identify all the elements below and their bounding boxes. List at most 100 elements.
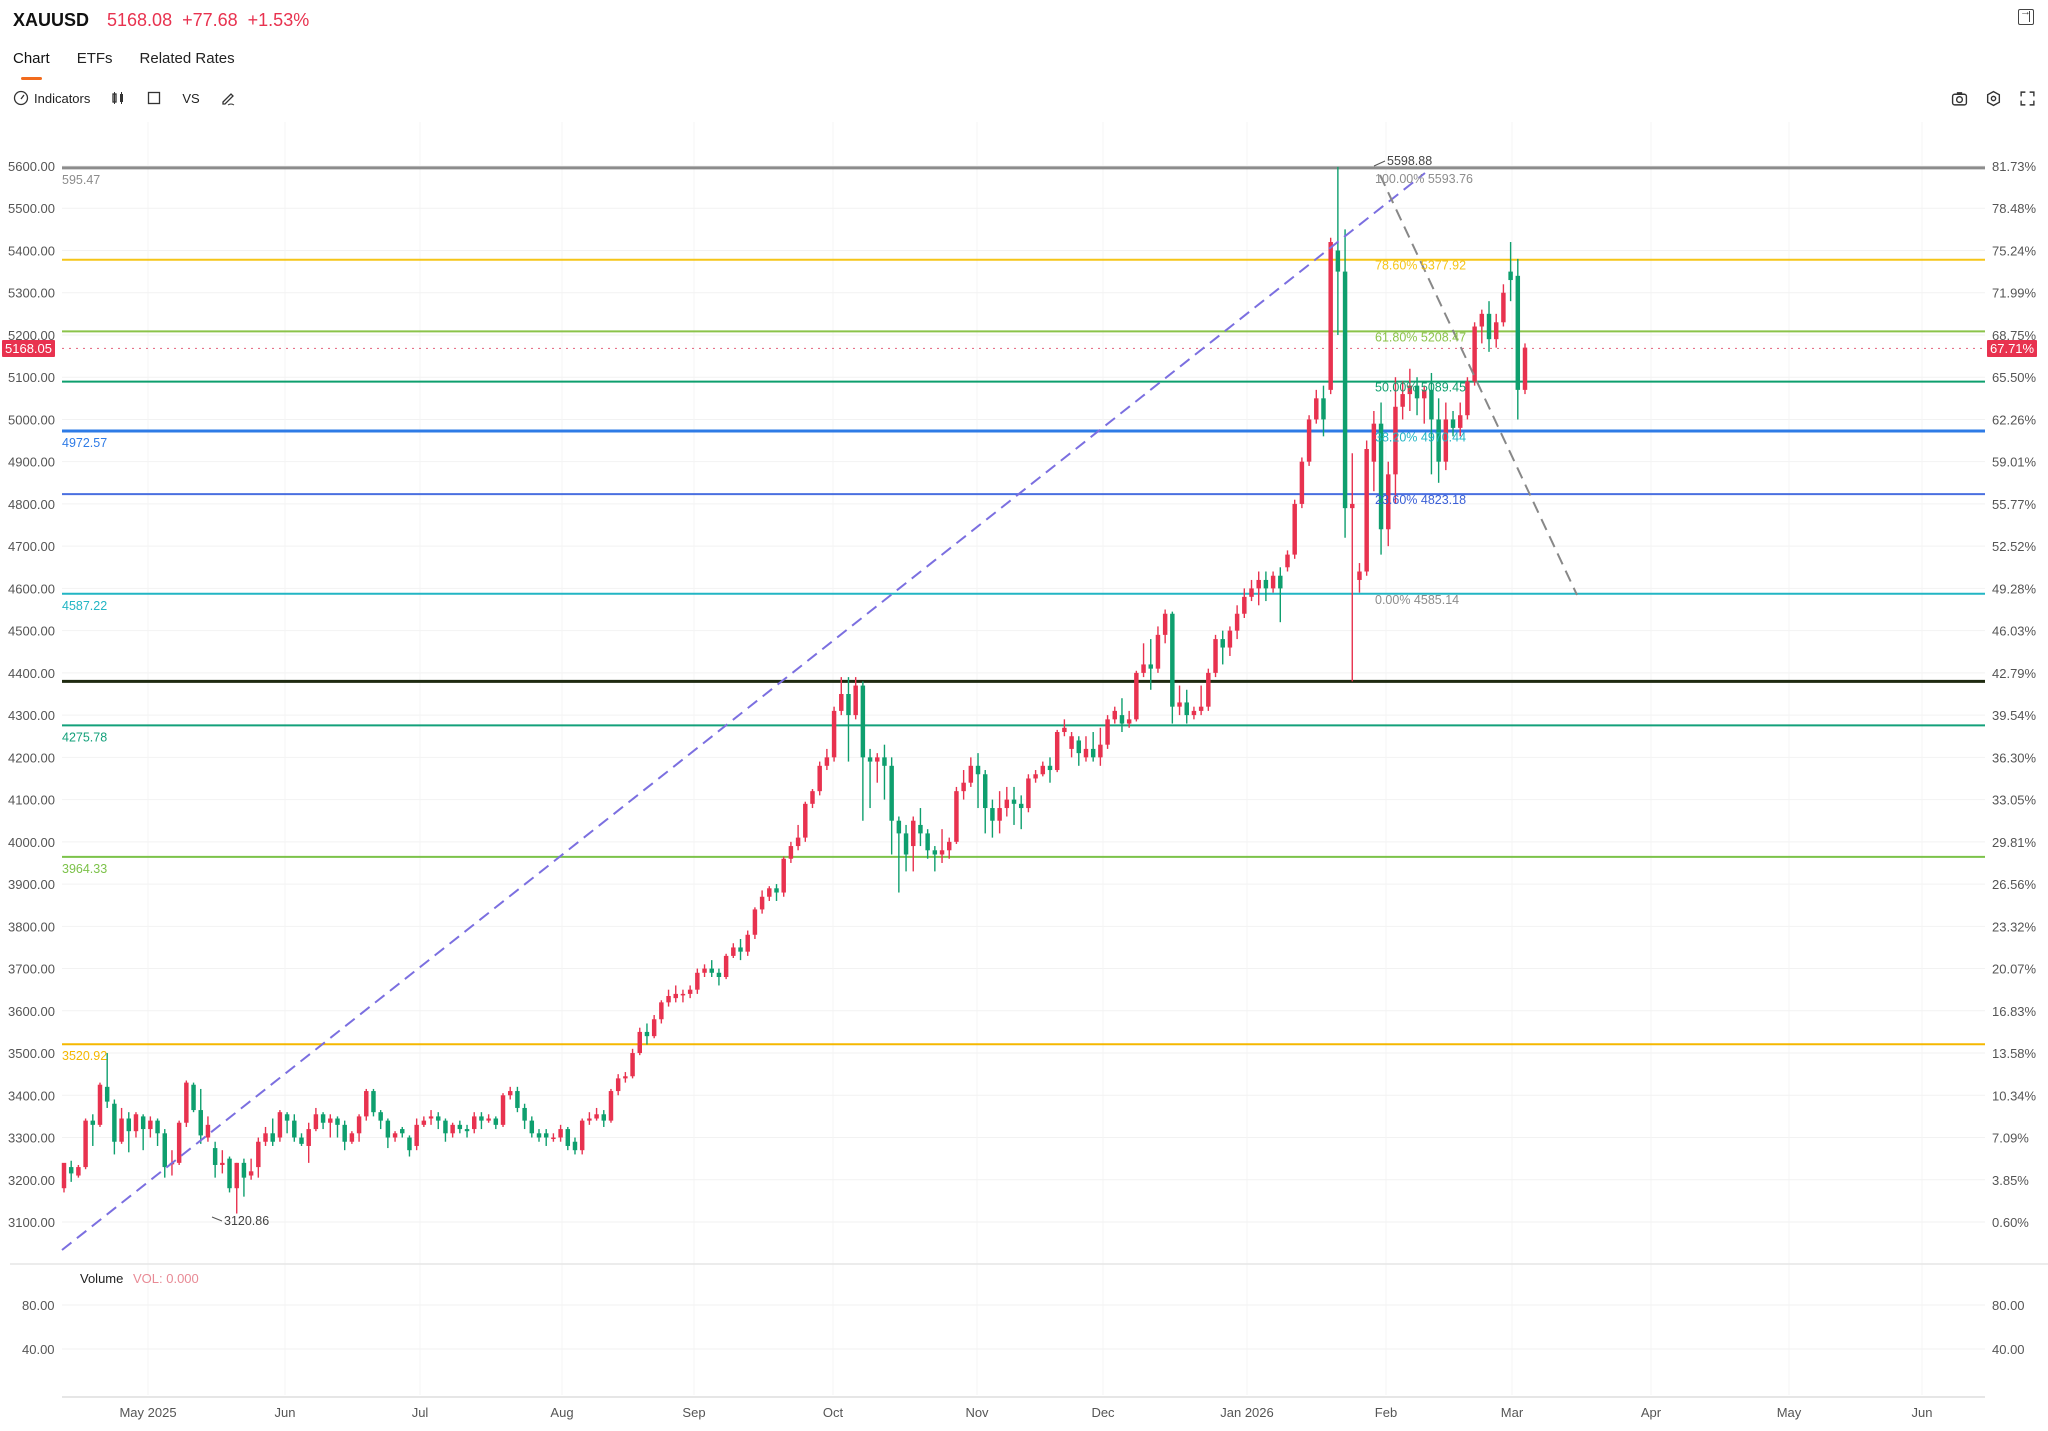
svg-text:3500.00: 3500.00 — [8, 1046, 55, 1061]
svg-text:Aug: Aug — [550, 1405, 573, 1420]
collapse-panel-icon[interactable]: → — [2018, 6, 2034, 25]
svg-text:Jun: Jun — [275, 1405, 296, 1420]
svg-text:65.50%: 65.50% — [1992, 370, 2037, 385]
svg-text:3520.92: 3520.92 — [62, 1049, 107, 1063]
svg-text:4972.57: 4972.57 — [62, 436, 107, 450]
svg-text:13.58%: 13.58% — [1992, 1046, 2037, 1061]
svg-text:40.00: 40.00 — [22, 1342, 55, 1357]
vs-label: VS — [182, 90, 200, 106]
svg-text:Dec: Dec — [1091, 1405, 1115, 1420]
svg-text:23.32%: 23.32% — [1992, 919, 2037, 934]
square-icon — [148, 91, 161, 105]
svg-text:81.73%: 81.73% — [1992, 159, 2037, 174]
trendlines[interactable] — [61, 172, 1578, 1251]
svg-text:50.00% 5089.45: 50.00% 5089.45 — [1375, 381, 1466, 395]
svg-text:52.52%: 52.52% — [1992, 539, 2037, 554]
svg-text:26.56%: 26.56% — [1992, 877, 2037, 892]
tab-related-rates[interactable]: Related Rates — [139, 50, 235, 67]
svg-text:80.00: 80.00 — [22, 1298, 55, 1313]
quote-header: XAUUSD 5168.08 +77.68 +1.53% — [13, 8, 309, 32]
falling-trendline[interactable] — [1379, 174, 1578, 596]
svg-text:71.99%: 71.99% — [1992, 286, 2037, 301]
svg-text:78.60% 5377.92: 78.60% 5377.92 — [1375, 258, 1466, 272]
svg-text:May: May — [1777, 1405, 1802, 1420]
svg-text:Mar: Mar — [1501, 1405, 1524, 1420]
grid-lines — [10, 122, 2048, 1398]
chart-toolbar: Indicators VS — [13, 90, 236, 106]
volume-title: Volume — [80, 1271, 124, 1286]
svg-text:39.54%: 39.54% — [1992, 708, 2037, 723]
rising-trendline[interactable] — [61, 172, 1426, 1251]
svg-text:36.30%: 36.30% — [1992, 750, 2037, 765]
svg-text:Oct: Oct — [823, 1405, 844, 1420]
svg-text:3964.33: 3964.33 — [62, 862, 107, 876]
indicators-button[interactable]: Indicators — [13, 90, 90, 106]
tab-bar: Chart ETFs Related Rates — [13, 50, 235, 80]
svg-text:20.07%: 20.07% — [1992, 962, 2037, 977]
last-price: 5168.08 — [107, 9, 173, 30]
pencil-draw-icon — [222, 93, 234, 106]
tab-chart[interactable]: Chart — [13, 50, 50, 80]
svg-text:16.83%: 16.83% — [1992, 1004, 2037, 1019]
svg-text:40.00: 40.00 — [1992, 1342, 2025, 1357]
svg-text:5600.00: 5600.00 — [8, 159, 55, 174]
svg-text:55.77%: 55.77% — [1992, 497, 2037, 512]
quote-values: 5168.08 +77.68 +1.53% — [107, 10, 309, 31]
svg-text:3600.00: 3600.00 — [8, 1004, 55, 1019]
svg-text:Jun: Jun — [1912, 1405, 1933, 1420]
layout-button[interactable] — [146, 90, 162, 106]
svg-text:4500.00: 4500.00 — [8, 624, 55, 639]
svg-text:595.47: 595.47 — [62, 173, 100, 187]
fullscreen-icon[interactable] — [2019, 90, 2036, 107]
svg-text:3120.86: 3120.86 — [224, 1214, 269, 1228]
svg-text:78.48%: 78.48% — [1992, 201, 2037, 216]
svg-text:4275.78: 4275.78 — [62, 730, 107, 744]
svg-text:33.05%: 33.05% — [1992, 793, 2037, 808]
svg-text:3200.00: 3200.00 — [8, 1173, 55, 1188]
candlestick-icon — [112, 92, 124, 104]
svg-text:42.79%: 42.79% — [1992, 666, 2037, 681]
svg-text:3900.00: 3900.00 — [8, 877, 55, 892]
current-price-badge: 5168.05 — [2, 340, 55, 357]
svg-text:4600.00: 4600.00 — [8, 581, 55, 596]
svg-text:5000.00: 5000.00 — [8, 412, 55, 427]
volume-value: VOL: 0.000 — [133, 1271, 199, 1286]
svg-text:4300.00: 4300.00 — [8, 708, 55, 723]
price-change: +77.68 — [182, 9, 238, 30]
svg-text:Sep: Sep — [682, 1405, 705, 1420]
draw-button[interactable] — [220, 90, 236, 106]
svg-text:4700.00: 4700.00 — [8, 539, 55, 554]
svg-text:29.81%: 29.81% — [1992, 835, 2037, 850]
svg-text:5100.00: 5100.00 — [8, 370, 55, 385]
svg-text:0.60%: 0.60% — [1992, 1215, 2029, 1230]
svg-text:4100.00: 4100.00 — [8, 793, 55, 808]
svg-text:Nov: Nov — [965, 1405, 989, 1420]
chart-type-button[interactable] — [110, 90, 126, 106]
svg-text:46.03%: 46.03% — [1992, 624, 2037, 639]
right-toolbar — [1951, 90, 2036, 107]
svg-text:23.60% 4823.18: 23.60% 4823.18 — [1375, 493, 1466, 507]
svg-text:4587.22: 4587.22 — [62, 599, 107, 613]
tab-etfs[interactable]: ETFs — [76, 50, 113, 67]
svg-text:5200.00: 5200.00 — [8, 328, 55, 343]
horizontal-levels — [62, 166, 1985, 1046]
svg-text:Feb: Feb — [1375, 1405, 1397, 1420]
svg-text:3700.00: 3700.00 — [8, 962, 55, 977]
svg-text:Apr: Apr — [1641, 1405, 1662, 1420]
svg-text:59.01%: 59.01% — [1992, 455, 2037, 470]
svg-text:0.00% 4585.14: 0.00% 4585.14 — [1375, 593, 1459, 607]
current-pct-badge: 67.71% — [1987, 340, 2038, 357]
svg-text:38.20% 4970.44: 38.20% 4970.44 — [1375, 430, 1466, 444]
svg-text:Jul: Jul — [412, 1405, 429, 1420]
svg-text:3100.00: 3100.00 — [8, 1215, 55, 1230]
svg-text:61.80% 5208.47: 61.80% 5208.47 — [1375, 330, 1466, 344]
svg-text:3800.00: 3800.00 — [8, 919, 55, 934]
svg-text:3.85%: 3.85% — [1992, 1173, 2029, 1188]
settings-gear-icon[interactable] — [1985, 90, 2002, 107]
svg-text:4400.00: 4400.00 — [8, 666, 55, 681]
svg-text:68.75%: 68.75% — [1992, 328, 2037, 343]
compare-button[interactable]: VS — [182, 91, 199, 106]
gauge-icon — [13, 90, 29, 106]
camera-icon[interactable] — [1951, 90, 1968, 107]
